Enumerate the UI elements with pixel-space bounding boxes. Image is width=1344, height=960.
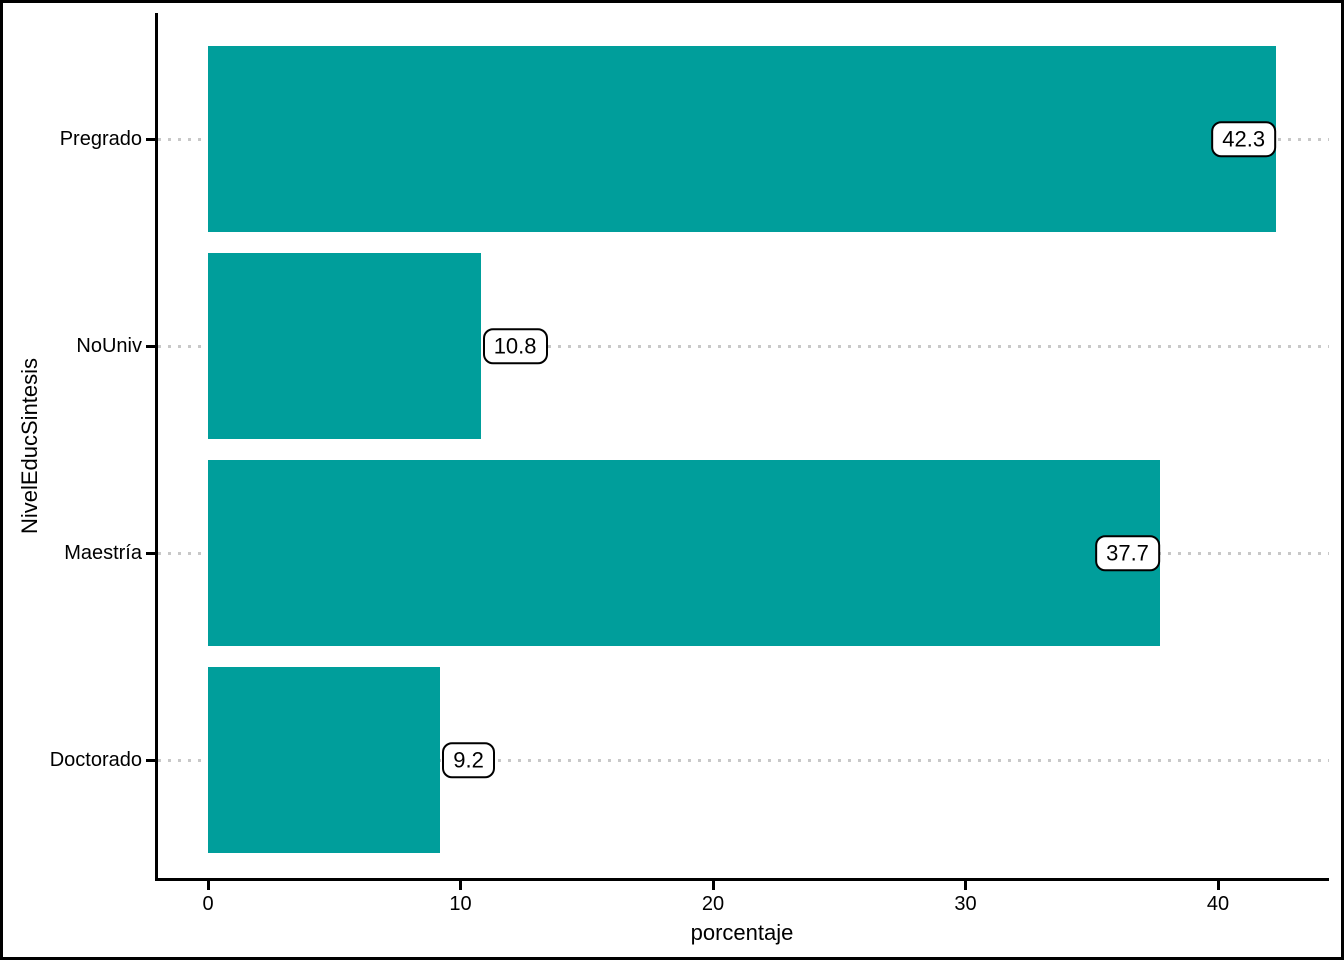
x-tick-label-40: 40 — [1206, 893, 1230, 915]
bar-nouniv — [208, 253, 481, 439]
y-axis-tick-maestria — [146, 551, 155, 555]
x-tick-label-10: 10 — [449, 893, 472, 915]
y-axis-tick-doctorado — [146, 758, 155, 762]
x-axis-tick-0 — [206, 881, 210, 890]
y-tick-label-maestria: Maestría — [64, 542, 142, 564]
y-tick-label-doctorado: Doctorado — [49, 749, 142, 771]
x-axis-tick-10 — [459, 881, 462, 890]
x-axis-tick-20 — [711, 881, 715, 890]
x-axis-tick-30 — [964, 881, 967, 890]
y-axis-tick-pregrado — [146, 137, 155, 141]
value-label-pregrado: 42.3 — [1211, 121, 1277, 157]
x-axis-tick-40 — [1216, 881, 1220, 890]
x-tick-label-20: 20 — [701, 893, 725, 915]
gridline-doctorado — [158, 759, 1329, 762]
x-tick-label-30: 30 — [954, 893, 977, 915]
y-axis-tick-nouniv — [146, 344, 155, 348]
bar-maestria — [208, 460, 1160, 646]
bar-pregrado — [208, 46, 1277, 232]
y-tick-label-pregrado: Pregrado — [59, 128, 142, 150]
y-axis-line — [155, 13, 158, 881]
bar-doctorado — [208, 667, 441, 853]
gridline-nouniv — [158, 345, 1329, 348]
value-label-doctorado: 9.2 — [442, 742, 495, 778]
x-tick-label-0: 0 — [202, 893, 214, 915]
x-axis-title: porcentaje — [690, 920, 794, 945]
x-axis-line — [155, 878, 1329, 881]
value-label-nouniv: 10.8 — [482, 328, 548, 364]
y-axis-title: NivelEducSintesis — [16, 357, 42, 535]
value-label-maestria: 37.7 — [1095, 535, 1160, 571]
y-tick-label-nouniv: NoUniv — [76, 335, 142, 357]
